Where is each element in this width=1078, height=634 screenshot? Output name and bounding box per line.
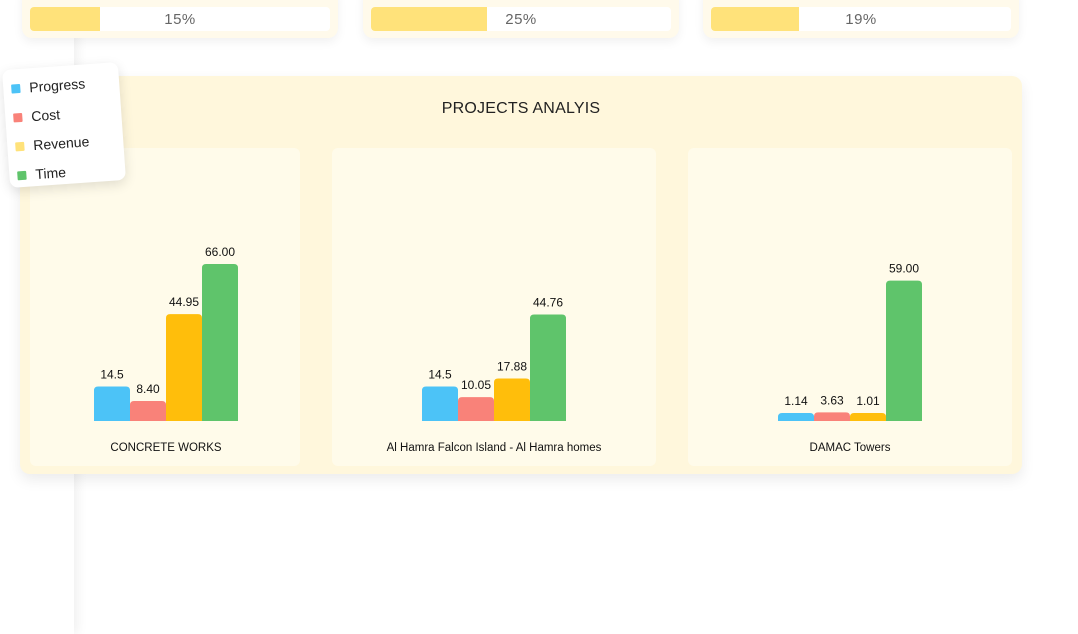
bar-time — [202, 264, 238, 421]
bar-group-al-hamra-falcon-island-al-hamra-homes: 14.5 10.05 17.88 44.76 Al Hamra Falcon Islan… — [387, 296, 602, 454]
bar-revenue — [850, 413, 886, 421]
bar-progress — [422, 386, 458, 421]
data-label-revenue: 17.88 — [497, 359, 527, 373]
progress-percent: 19% — [845, 10, 877, 28]
bar-progress — [778, 413, 814, 421]
data-label-progress: 1.14 — [784, 394, 808, 408]
legend-swatch — [11, 83, 21, 94]
bar-revenue — [166, 314, 202, 421]
legend-label: Time — [34, 164, 67, 183]
data-label-revenue: 44.95 — [169, 295, 199, 309]
stat-card-2: 25% — [363, 0, 679, 38]
data-label-time: 66.00 — [205, 245, 235, 259]
data-label-progress: 14.5 — [428, 368, 452, 382]
stat-card-1: 15% — [22, 0, 338, 38]
bar-time — [530, 314, 566, 421]
legend-label: Progress — [28, 75, 86, 96]
legend-item-progress: Progress — [11, 75, 86, 96]
bar-cost — [458, 397, 494, 421]
data-label-cost: 8.40 — [136, 382, 160, 396]
progress-track: 15% — [30, 7, 330, 31]
data-label-time: 44.76 — [533, 296, 563, 310]
data-label-cost: 10.05 — [461, 378, 491, 392]
progress-fill — [711, 7, 800, 31]
bar-cost — [814, 412, 850, 421]
stat-card-3: 19% — [703, 0, 1019, 38]
data-label-time: 59.00 — [889, 262, 919, 276]
bar-progress — [94, 386, 130, 421]
data-label-revenue: 1.01 — [856, 394, 880, 408]
category-label: Al Hamra Falcon Island - Al Hamra homes — [387, 442, 602, 454]
data-label-cost: 3.63 — [820, 393, 844, 407]
progress-track: 25% — [371, 7, 671, 31]
progress-track: 19% — [711, 7, 1011, 31]
bar-time — [886, 280, 922, 421]
legend-item-cost: Cost — [13, 106, 61, 125]
legend-swatch — [13, 112, 23, 123]
category-label: DAMAC Towers — [810, 442, 891, 454]
bar-revenue — [494, 378, 530, 421]
legend-swatch — [15, 141, 25, 151]
chart-panel-damac — [688, 148, 1012, 466]
category-label: CONCRETE WORKS — [110, 442, 222, 454]
legend-item-time: Time — [17, 164, 67, 183]
legend-swatch — [17, 170, 27, 180]
legend-label: Cost — [30, 106, 61, 125]
data-label-progress: 14.5 — [100, 368, 124, 382]
panel-title: PROJECTS ANALYIS — [441, 100, 601, 117]
progress-fill — [371, 7, 488, 31]
legend-item-revenue: Revenue — [15, 133, 90, 154]
progress-percent: 25% — [505, 10, 537, 28]
progress-percent: 15% — [164, 10, 196, 28]
progress-fill — [30, 7, 100, 31]
bar-group-concrete-works: 14.5 8.40 44.95 66.00 CONCRETE WORKS — [94, 245, 238, 454]
bar-cost — [130, 401, 166, 421]
bar-group-damac-towers: 1.14 3.63 1.01 59.00 DAMAC Towers — [778, 262, 922, 454]
chart-legend: Progress Cost Revenue Time — [2, 62, 126, 188]
legend-label: Revenue — [32, 133, 90, 154]
